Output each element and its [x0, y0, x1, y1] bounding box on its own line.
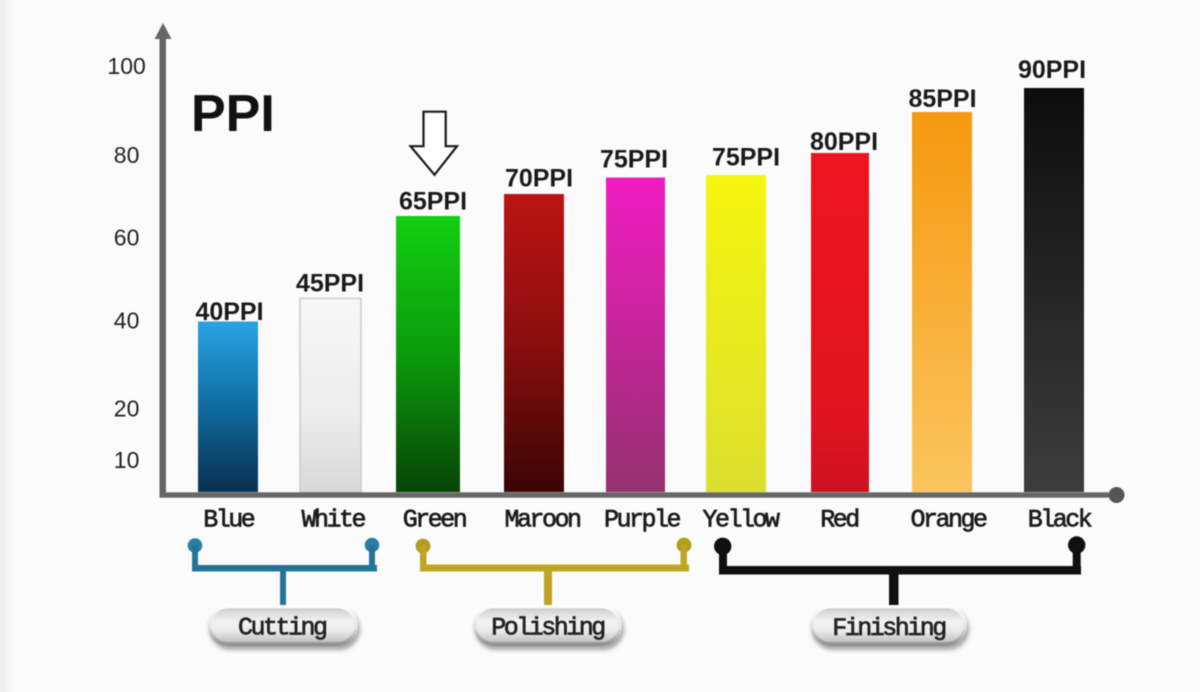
- svg-text:20: 20: [114, 396, 140, 422]
- svg-text:40PPI: 40PPI: [195, 298, 263, 326]
- svg-text:Red: Red: [820, 506, 858, 535]
- svg-text:Maroon: Maroon: [504, 506, 580, 535]
- svg-text:80: 80: [114, 142, 140, 168]
- svg-text:75PPI: 75PPI: [600, 146, 668, 174]
- svg-text:90PPI: 90PPI: [1018, 56, 1086, 84]
- svg-text:100: 100: [107, 53, 145, 79]
- svg-text:65PPI: 65PPI: [399, 188, 467, 216]
- svg-text:85PPI: 85PPI: [908, 85, 976, 113]
- svg-text:Finishing: Finishing: [832, 614, 945, 643]
- svg-text:75PPI: 75PPI: [712, 144, 780, 172]
- svg-text:Polishing: Polishing: [491, 614, 604, 643]
- svg-text:Green: Green: [403, 506, 466, 535]
- svg-text:Black: Black: [1028, 506, 1092, 535]
- svg-text:80PPI: 80PPI: [810, 128, 878, 156]
- svg-text:10: 10: [114, 447, 140, 473]
- svg-text:40: 40: [114, 308, 140, 334]
- svg-text:70PPI: 70PPI: [505, 165, 573, 193]
- svg-text:Purple: Purple: [604, 506, 681, 535]
- svg-text:PPI: PPI: [191, 85, 275, 143]
- svg-text:Cutting: Cutting: [238, 614, 326, 643]
- svg-text:Yellow: Yellow: [702, 506, 780, 535]
- svg-text:45PPI: 45PPI: [296, 270, 364, 298]
- svg-text:60: 60: [114, 225, 140, 251]
- svg-text:White: White: [302, 506, 366, 535]
- svg-text:Blue: Blue: [203, 506, 255, 535]
- svg-text:Orange: Orange: [910, 506, 987, 535]
